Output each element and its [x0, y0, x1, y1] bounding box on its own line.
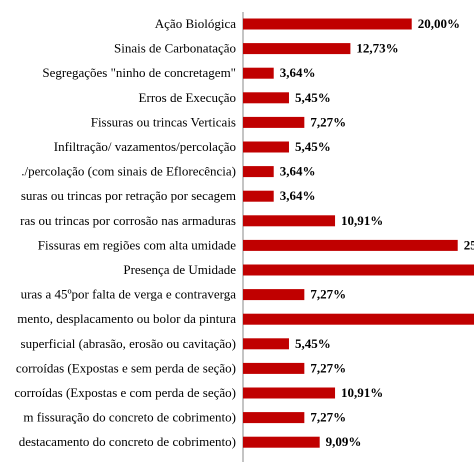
value-label: 25,45% [464, 237, 474, 252]
value-label: 20,00% [418, 16, 460, 31]
bar [243, 18, 412, 30]
value-label: 3,64% [280, 164, 316, 179]
bar [243, 289, 305, 301]
value-label: 10,91% [341, 213, 383, 228]
bar [243, 190, 274, 202]
value-label: 7,27% [310, 410, 346, 425]
bar [243, 116, 305, 128]
category-label: ras ou trincas por corrosão nas armadura… [20, 213, 236, 228]
value-label: 12,73% [356, 41, 398, 56]
category-label: ./percolação (com sinais de Eflorecência… [21, 164, 236, 179]
value-label: 5,45% [295, 336, 331, 351]
bar [243, 313, 474, 325]
bar [243, 166, 274, 178]
value-label: 5,45% [295, 90, 331, 105]
value-label: 7,27% [310, 114, 346, 129]
category-label: Fissuras em regiões com alta umidade [38, 237, 236, 252]
value-label: 7,27% [310, 360, 346, 375]
category-label: Sinais de Carbonatação [114, 41, 236, 56]
bar [243, 338, 289, 350]
category-label: uras a 45ºpor falta de verga e contraver… [21, 287, 237, 302]
bar [243, 215, 336, 227]
bar [243, 387, 336, 399]
category-label: Fissuras ou trincas Verticais [91, 114, 236, 129]
category-label: Segregações "ninho de concretagem" [42, 65, 236, 80]
category-label: mento, desplacamento ou bolor da pintura [17, 311, 236, 326]
value-label: 7,27% [310, 287, 346, 302]
value-label: 5,45% [295, 139, 331, 154]
category-label: Infiltração/ vazamentos/percolação [54, 139, 236, 154]
bar [243, 362, 305, 374]
bar [243, 436, 320, 448]
category-label: Ação Biológica [155, 16, 236, 31]
value-label: 9,09% [326, 434, 362, 449]
value-label: 10,91% [341, 385, 383, 400]
category-label: corroídas (Expostas e sem perda de seção… [16, 360, 236, 375]
category-label: Erros de Execução [139, 90, 236, 105]
category-label: m fissuração do concreto de cobrimento) [23, 410, 236, 425]
category-label: corroídas (Expostas e com perda de seção… [14, 385, 236, 400]
category-label: destacamento do concreto de cobrimento) [19, 434, 236, 449]
bar [243, 141, 289, 153]
bar [243, 264, 474, 276]
value-label: 3,64% [280, 65, 316, 80]
bar [243, 67, 274, 79]
bar [243, 43, 351, 55]
bar [243, 239, 458, 251]
category-label: Presença de Umidade [123, 262, 236, 277]
category-label: superficial (abrasão, erosão ou cavitaçã… [21, 336, 236, 351]
category-label: suras ou trincas por retração por secage… [21, 188, 236, 203]
value-label: 3,64% [280, 188, 316, 203]
bar [243, 412, 305, 424]
bar [243, 92, 289, 104]
